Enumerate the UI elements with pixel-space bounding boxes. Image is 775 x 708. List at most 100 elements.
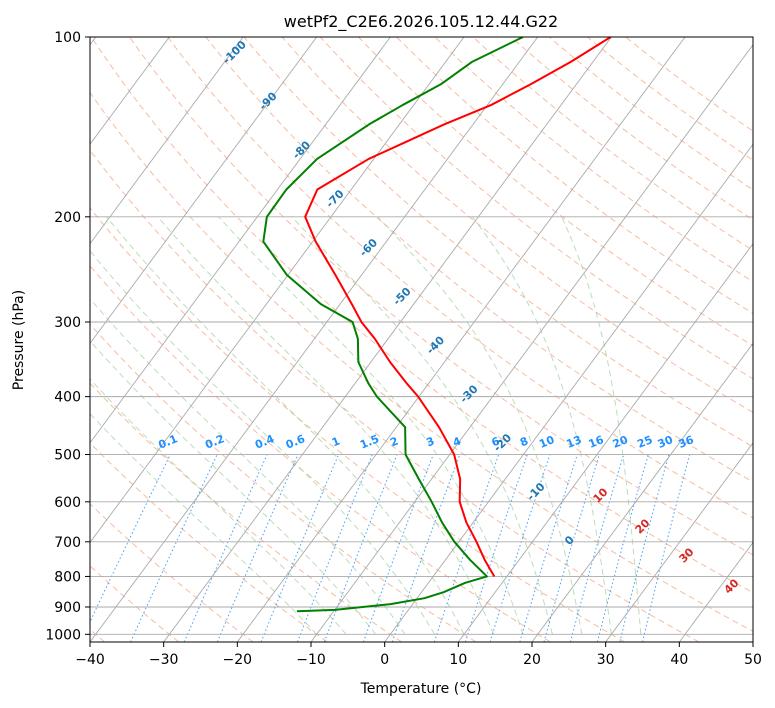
mixing-ratio-label: 36 [677, 433, 696, 451]
dry-adiabat [90, 91, 753, 632]
dry-adiabat [90, 323, 477, 642]
mixing-ratio-label: 30 [656, 433, 675, 451]
mixing-ratio-line [519, 454, 578, 642]
mixing-ratio-label: 25 [635, 433, 654, 451]
dry-adiabat-label: -90 [256, 89, 279, 112]
mixing-ratio-label: 0.4 [253, 432, 276, 451]
dry-adiabat-label: -100 [220, 38, 249, 67]
dry-adiabat [548, 37, 753, 191]
mixing-ratio-line [183, 454, 268, 642]
x-tick-label: −20 [223, 652, 253, 668]
y-tick-label: 600 [54, 495, 81, 511]
plot-frame [89, 36, 754, 643]
moist-adiabat [106, 216, 465, 635]
moist-adiabat [218, 216, 524, 635]
isotherm [236, 37, 686, 642]
x-tick-label: 20 [523, 652, 541, 668]
y-tick-label: 200 [54, 210, 81, 226]
y-tick-label: 700 [54, 535, 81, 551]
dry-adiabat [281, 37, 753, 414]
dry-adiabat-label: 0 [562, 533, 577, 548]
mixing-ratio-label: 10 [537, 433, 556, 451]
x-tick-label: 40 [670, 652, 688, 668]
moist-adiabat [377, 216, 583, 635]
mixing-ratio-line [130, 454, 218, 642]
mixing-ratio-line [433, 454, 500, 642]
mixing-ratio-label: 2 [388, 435, 400, 450]
dry-adiabat-label: -30 [457, 382, 480, 405]
dry-adiabat-label: -60 [357, 236, 380, 259]
dry-adiabat [90, 149, 700, 642]
dry-adiabat-label: -80 [290, 138, 313, 161]
dry-adiabat [90, 207, 625, 642]
y-tick-label: 400 [54, 390, 81, 406]
grid [90, 37, 753, 642]
isotherm [90, 37, 318, 345]
dry-adiabat [319, 37, 753, 380]
mixing-ratio-label: 13 [565, 433, 584, 451]
moist-adiabat [90, 250, 435, 635]
isotherm [678, 541, 753, 642]
mixing-ratio-label: 3 [424, 435, 436, 450]
dry-adiabat-label: -50 [390, 285, 413, 308]
isotherm [310, 43, 753, 642]
isotherm [384, 143, 753, 642]
y-tick-label: 100 [54, 30, 81, 46]
dry-adiabat [434, 37, 753, 283]
y-axis-label: Pressure (hPa) [11, 290, 27, 390]
dry-adiabat [243, 37, 753, 448]
mixing-ratio-line [260, 454, 340, 642]
y-tick-label: 300 [54, 315, 81, 331]
x-tick-label: −30 [149, 652, 179, 668]
mixing-ratio-line [569, 454, 625, 642]
isotherm [90, 37, 391, 444]
x-axis-label: Temperature (°C) [360, 681, 482, 697]
mixing-ratio-line [543, 454, 600, 642]
dry-adiabat [90, 382, 403, 642]
mixing-ratio-line [90, 454, 171, 623]
x-tick-label: −40 [75, 652, 105, 668]
isotherm [90, 37, 170, 146]
mixing-ratio-line [362, 454, 434, 642]
isotherm [163, 37, 612, 642]
dry-adiabat [90, 503, 254, 642]
mixing-ratio-label: 0.2 [203, 432, 226, 451]
dry-adiabat-label: -10 [524, 480, 547, 503]
isotherm [605, 442, 753, 642]
dry-adiabat [90, 442, 328, 642]
mixing-ratio-line [596, 454, 649, 642]
y-axis: 100 200 300 400 500 600 700 800 900 1000 [45, 30, 90, 643]
mixing-ratio-line [489, 454, 551, 642]
x-tick-label: 50 [744, 652, 762, 668]
dry-adiabat-label: -70 [323, 187, 346, 210]
y-tick-label: 1000 [45, 627, 81, 643]
moist-adiabat [90, 378, 347, 635]
dry-adiabat [510, 37, 753, 221]
isotherm [90, 37, 244, 245]
mixing-ratio-label: 4 [451, 434, 463, 449]
y-tick-label: 800 [54, 569, 81, 585]
x-tick-label: −10 [296, 652, 326, 668]
mixing-ratio-line [323, 454, 398, 642]
moist-adiabat [157, 216, 494, 635]
x-axis: −40 −30 −20 −10 0 10 20 30 40 50 [75, 642, 762, 668]
mixing-ratio-label: 8 [518, 435, 530, 450]
x-tick-label: 10 [449, 652, 467, 668]
temperature-line [304, 37, 612, 577]
moist-adiabat [471, 216, 612, 635]
mixing-ratio-line [464, 454, 528, 642]
x-tick-label: 30 [597, 652, 615, 668]
mixing-ratio-line [619, 454, 670, 642]
mixing-ratio-label: 0.6 [284, 432, 307, 451]
dry-adiabat-label: -40 [424, 333, 447, 356]
isotherm [752, 641, 753, 642]
isotherm [457, 243, 753, 642]
isotherm [531, 342, 753, 642]
mixing-ratio-line [297, 454, 373, 642]
dry-adiabat [472, 37, 753, 252]
chart-title: wetPf2_C2E6.2026.105.12.44.G22 [284, 12, 558, 32]
dry-adiabat [358, 37, 753, 347]
mixing-ratio-line [391, 454, 461, 642]
isotherm [90, 37, 539, 642]
